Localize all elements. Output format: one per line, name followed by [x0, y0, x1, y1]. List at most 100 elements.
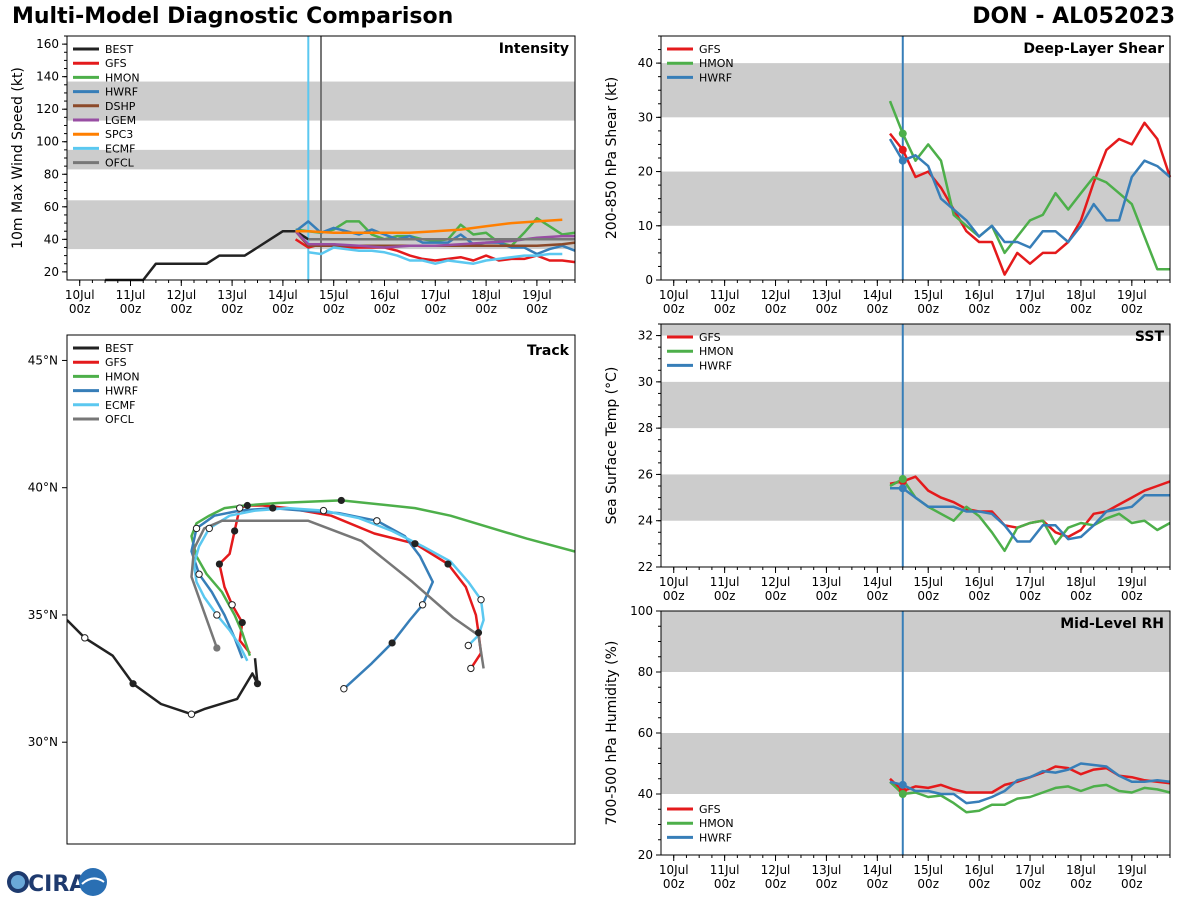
- cira-logo: CIRA: [7, 868, 107, 897]
- shear-xtick-label: 11Jul: [710, 288, 740, 302]
- cira-logo-text: CIRA: [28, 872, 86, 897]
- track-ytick-label: 30°N: [28, 735, 58, 749]
- shear-ylabel: 200-850 hPa Shear (kt): [604, 77, 620, 239]
- rh-xtick-label: 00z: [816, 877, 838, 891]
- intensity-xtick-label: 00z: [69, 302, 91, 316]
- shear-init-point: [898, 156, 907, 165]
- sst-xtick-label: 14Jul: [862, 575, 892, 589]
- track-point-open: [373, 517, 381, 525]
- track-point-filled: [269, 504, 277, 512]
- sst-xtick-label: 15Jul: [913, 575, 943, 589]
- sst-xtick-label: 13Jul: [812, 575, 842, 589]
- intensity-xtick-label: 00z: [475, 302, 497, 316]
- intensity-ytick-label: 100: [36, 135, 59, 149]
- sst-title: SST: [1135, 329, 1165, 345]
- track-legend-label: OFCL: [105, 413, 135, 426]
- intensity-ytick-label: 140: [36, 70, 59, 84]
- intensity-legend-label: OFCL: [105, 157, 135, 170]
- track-series-ofcl: [190, 519, 485, 669]
- track-point-open: [187, 710, 196, 718]
- shear-xtick-label: 00z: [1121, 302, 1143, 316]
- track-frame: [66, 334, 576, 845]
- sst-init-point: [898, 475, 907, 484]
- track-point-open: [192, 524, 201, 533]
- intensity-legend-label: GFS: [105, 57, 127, 70]
- intensity-ylabel: 10m Max Wind Speed (kt): [10, 67, 26, 249]
- sst-xtick-label: 00z: [714, 589, 736, 603]
- intensity-xtick-label: 00z: [526, 302, 548, 316]
- rh-legend-label: HMON: [699, 817, 734, 830]
- rh-ylabel: 700-500 hPa Humidity (%): [604, 641, 620, 826]
- sst-ytick-label: 30: [638, 375, 653, 389]
- intensity-xtick-label: 00z: [221, 302, 243, 316]
- sst-ytick-label: 32: [638, 329, 653, 343]
- track-point-filled: [411, 540, 419, 548]
- shear-xtick-label: 13Jul: [812, 288, 842, 302]
- track-point-open: [81, 634, 89, 642]
- intensity-series-lgem: [294, 230, 575, 249]
- rh-xtick-label: 00z: [867, 877, 889, 891]
- rh-init-point: [898, 790, 907, 798]
- track-point-filled: [388, 639, 396, 647]
- shear-ytick-label: 10: [638, 219, 653, 233]
- sst-ylabel: Sea Surface Temp (°C): [604, 367, 620, 525]
- track-point-filled: [129, 680, 137, 688]
- shear-xtick-label: 00z: [867, 302, 889, 316]
- track-point-open: [228, 601, 236, 609]
- rh-xtick-label: 11Jul: [710, 863, 740, 877]
- sst-ytick-label: 24: [638, 514, 653, 528]
- track-plot-area: [67, 496, 575, 718]
- track-series-hmon: [190, 499, 575, 657]
- shear-xtick-label: 00z: [765, 302, 787, 316]
- shear-series-gfs: [889, 121, 1172, 276]
- intensity-xtick-label: 00z: [171, 302, 193, 316]
- track-legend-label: ECMF: [105, 399, 135, 412]
- track-point-open: [236, 504, 244, 512]
- shear-xtick-label: 19Jul: [1117, 288, 1147, 302]
- sst-xtick-label: 00z: [1121, 589, 1143, 603]
- rh-xtick-label: 00z: [714, 877, 736, 891]
- sst-xtick-label: 18Jul: [1066, 575, 1096, 589]
- sst-legend-label: HWRF: [699, 359, 732, 372]
- shear-xtick-label: 18Jul: [1066, 288, 1096, 302]
- intensity-ytick-label: 60: [44, 200, 59, 214]
- sst-xtick-label: 00z: [765, 589, 787, 603]
- rh-xtick-label: 00z: [917, 877, 939, 891]
- track-ytick-label: 40°N: [28, 481, 58, 495]
- rh-xtick-label: 16Jul: [964, 863, 994, 877]
- shear-ytick-label: 40: [638, 56, 653, 70]
- intensity-xtick-label: 00z: [272, 302, 294, 316]
- intensity-xtick-label: 00z: [425, 302, 447, 316]
- rh-ytick-label: 100: [630, 604, 653, 618]
- intensity-legend-label: DSHP: [105, 100, 136, 113]
- track-point-open: [418, 601, 427, 609]
- track-point-filled: [337, 496, 345, 505]
- rh-ytick-label: 40: [638, 787, 653, 801]
- track-point-open: [477, 595, 485, 604]
- intensity-legend-label: HWRF: [105, 86, 138, 99]
- track-point-filled: [444, 560, 452, 568]
- sst-xtick-label: 19Jul: [1117, 575, 1147, 589]
- rh-xtick-label: 17Jul: [1015, 863, 1045, 877]
- intensity-ytick-label: 160: [36, 37, 59, 51]
- track-point-filled: [213, 644, 221, 652]
- intensity-legend-label: LGEM: [105, 114, 136, 127]
- intensity-series-spc3: [295, 218, 563, 235]
- intensity-xtick-label: 00z: [323, 302, 345, 316]
- intensity-xtick-label: 10Jul: [65, 288, 95, 302]
- shear-series-hwrf: [888, 138, 1171, 249]
- sst-init-point: [898, 484, 907, 493]
- shear-xtick-label: 00z: [917, 302, 939, 316]
- rh-ytick-label: 20: [638, 848, 653, 862]
- sst-xtick-label: 00z: [816, 589, 838, 603]
- rh-xtick-label: 00z: [1070, 877, 1092, 891]
- intensity-ytick-label: 40: [44, 232, 59, 246]
- intensity-ytick-label: 80: [44, 167, 59, 181]
- track-point-filled: [474, 629, 483, 637]
- track-legend-label: BEST: [105, 342, 133, 355]
- intensity-title: Intensity: [499, 41, 569, 57]
- intensity-xtick-label: 14Jul: [268, 288, 298, 302]
- shear-ytick-label: 0: [645, 273, 653, 287]
- track-legend-label: HWRF: [105, 385, 138, 398]
- track-point-open: [464, 641, 473, 650]
